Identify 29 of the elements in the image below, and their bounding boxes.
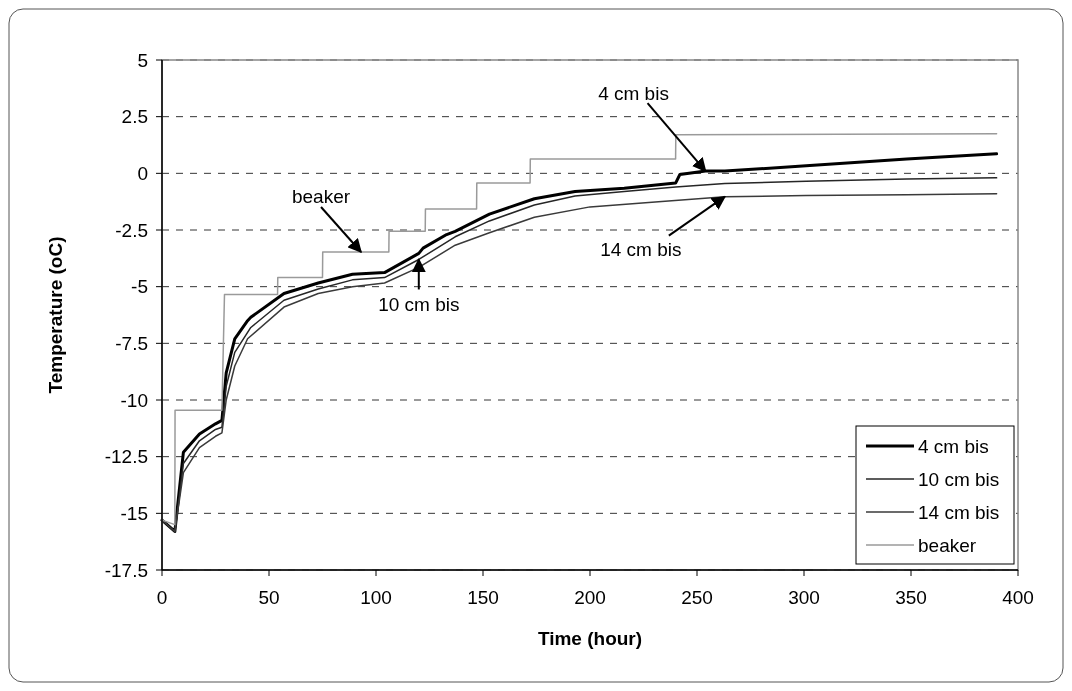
y-tick-label: -5 [131,276,148,298]
y-tick-label: 2.5 [121,106,148,128]
legend-label: 4 cm bis [918,435,989,457]
x-tick-label: 350 [895,587,927,608]
y-tick-label: -10 [120,389,148,411]
y-tick-label: -12.5 [104,446,148,468]
annotation: 10 cm bis [378,294,460,316]
x-tick-label: 50 [258,587,280,608]
y-tick-label: 5 [137,49,148,71]
annotation: 14 cm bis [600,239,682,261]
y-tick-label: -7.5 [115,332,148,354]
x-tick-label: 250 [681,587,713,608]
legend-label: beaker [918,534,977,556]
y-tick-label: -17.5 [104,559,148,581]
x-axis-title: Time (hour) [537,628,643,649]
y-tick-label: -15 [120,502,148,524]
legend-label: 10 cm bis [918,468,1000,490]
x-tick-label: 300 [788,587,820,608]
annotation: 4 cm bis [598,82,669,104]
legend-label: 14 cm bis [918,501,1000,523]
x-tick-label: 150 [467,587,499,608]
annotation: beaker [291,185,351,207]
x-tick-label: 400 [1002,587,1034,608]
x-tick-label: 200 [574,587,606,608]
x-tick-label: 100 [360,587,392,608]
y-tick-label: -2.5 [115,219,148,241]
y-tick-label: 0 [137,162,148,184]
x-tick-label: 0 [156,587,168,608]
y-axis-title: Temperature (oC) [45,236,66,394]
